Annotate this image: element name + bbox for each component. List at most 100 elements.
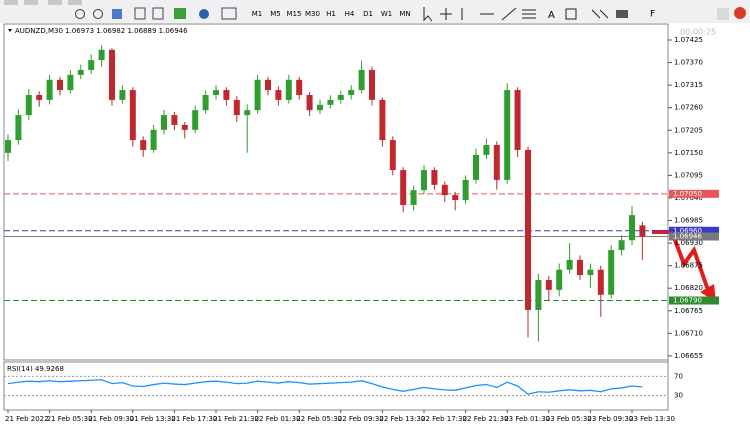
candle-body	[202, 94, 209, 111]
price-tag-label: 1.06946	[673, 233, 702, 241]
y-tick-label: 1.07370	[674, 59, 703, 67]
cursor-tool[interactable]	[423, 7, 433, 22]
candle-body	[109, 49, 115, 100]
timeframe-button[interactable]: H1	[326, 10, 336, 18]
timeframe-button[interactable]: MN	[399, 10, 410, 18]
y-tick-label: 1.06655	[674, 352, 703, 360]
timeframe-button[interactable]: H4	[345, 10, 355, 18]
zoom-in[interactable]	[75, 9, 85, 19]
candle-body	[577, 259, 583, 276]
candle-body	[244, 110, 251, 116]
timeframe-button[interactable]: M30	[305, 10, 320, 18]
templates[interactable]	[221, 7, 237, 20]
shift[interactable]	[152, 7, 164, 20]
timeframe-button[interactable]: W1	[381, 10, 392, 18]
candle-body	[337, 94, 344, 100]
arrows-tool[interactable]	[591, 9, 609, 19]
timeframes: M1 M5 M15 M30 H1 H4 D1 W1 MN	[252, 10, 411, 18]
toolbar-bg	[0, 0, 750, 23]
y-tick-label: 1.06930	[674, 239, 703, 247]
x-tick-label: 21 Feb 13:30	[130, 415, 176, 423]
candle-body	[36, 94, 43, 100]
x-tick-label: 22 Feb 17:30	[421, 415, 467, 423]
y-tick-label: 1.07205	[674, 126, 703, 134]
icon[interactable]	[48, 0, 62, 5]
rsi-tick-label: 30	[674, 392, 683, 400]
candle-body	[525, 149, 531, 310]
candle-body	[618, 240, 625, 251]
candle-body	[285, 79, 292, 100]
timeframe-button[interactable]: M5	[270, 10, 281, 18]
candle-body	[161, 115, 167, 130]
candle-body	[98, 49, 105, 61]
candle-body	[213, 90, 219, 95]
candle-body	[25, 94, 32, 116]
candle-body	[556, 269, 563, 290]
candle-body	[389, 140, 396, 171]
candle-body	[629, 215, 635, 241]
x-tick-label: 21 Feb 17:30	[171, 415, 217, 423]
candle-body	[181, 124, 188, 130]
y-tick-label: 1.06985	[674, 217, 703, 225]
autoscroll[interactable]	[134, 7, 146, 20]
alert-icon[interactable]	[734, 7, 746, 19]
tile[interactable]	[112, 9, 122, 19]
zoom-out[interactable]	[93, 9, 103, 19]
candle-body	[441, 184, 448, 196]
candle-body	[5, 140, 11, 153]
icon[interactable]	[68, 0, 82, 5]
candle-body	[150, 129, 157, 150]
y-tick-label: 1.07040	[674, 194, 703, 202]
candle-body	[358, 69, 365, 91]
candle-body	[119, 90, 126, 100]
icon[interactable]	[4, 0, 18, 5]
timeframe-button[interactable]: M1	[252, 10, 263, 18]
candle-body	[535, 280, 542, 310]
crosshair-tool[interactable]	[440, 8, 452, 20]
candle-body	[462, 179, 469, 200]
icon[interactable]	[24, 0, 38, 5]
menu[interactable]	[717, 8, 729, 20]
rsi-title: RSI(14) 49.9268	[7, 365, 64, 373]
candle-body	[171, 115, 178, 125]
y-tick-label: 1.07425	[674, 36, 703, 44]
x-tick-label: 22 Feb 05:30	[296, 415, 342, 423]
shapes-tool[interactable]	[616, 10, 628, 18]
candle-body	[597, 269, 604, 295]
candle-body	[233, 99, 240, 116]
candle-body	[306, 94, 313, 111]
timeframe-button[interactable]: M15	[287, 10, 302, 18]
channel-tool[interactable]	[522, 9, 536, 19]
fib-tool[interactable]: F	[650, 10, 655, 20]
x-tick-label: 21 Feb 2022	[5, 415, 49, 423]
y-tick-label: 1.07150	[674, 149, 703, 157]
line-tools[interactable]	[461, 7, 517, 21]
y-tick-label: 1.06875	[674, 262, 703, 270]
candle-body	[296, 79, 303, 95]
price-tag-label: 1.07050	[673, 190, 702, 198]
text-tool[interactable]: A	[548, 10, 555, 21]
candle-body	[348, 90, 355, 95]
x-tick-label: 23 Feb 01:30	[504, 415, 550, 423]
y-tick-label: 1.07315	[674, 81, 703, 89]
price-tag	[669, 232, 719, 241]
candle-body	[545, 280, 552, 290]
candle-body	[223, 90, 230, 100]
bar-timer: 00:00:25	[680, 28, 716, 37]
candle-body	[265, 79, 271, 91]
candle-body	[77, 69, 84, 75]
periods[interactable]	[199, 9, 209, 19]
y-tick-label: 1.06765	[674, 307, 703, 315]
timeframe-button[interactable]: D1	[363, 10, 373, 18]
candle-body	[452, 195, 459, 200]
rsi-panel	[3, 361, 669, 411]
x-tick-label: 23 Feb 05:30	[546, 415, 592, 423]
indicators[interactable]	[174, 8, 186, 19]
x-tick-label: 21 Feb 09:30	[88, 415, 134, 423]
toolbar: M1 M5 M15 M30 H1 H4 D1 W1 MN A F	[0, 0, 750, 23]
label-tool[interactable]	[565, 8, 577, 20]
dropdown[interactable]	[8, 29, 12, 32]
candle-body	[566, 259, 573, 270]
